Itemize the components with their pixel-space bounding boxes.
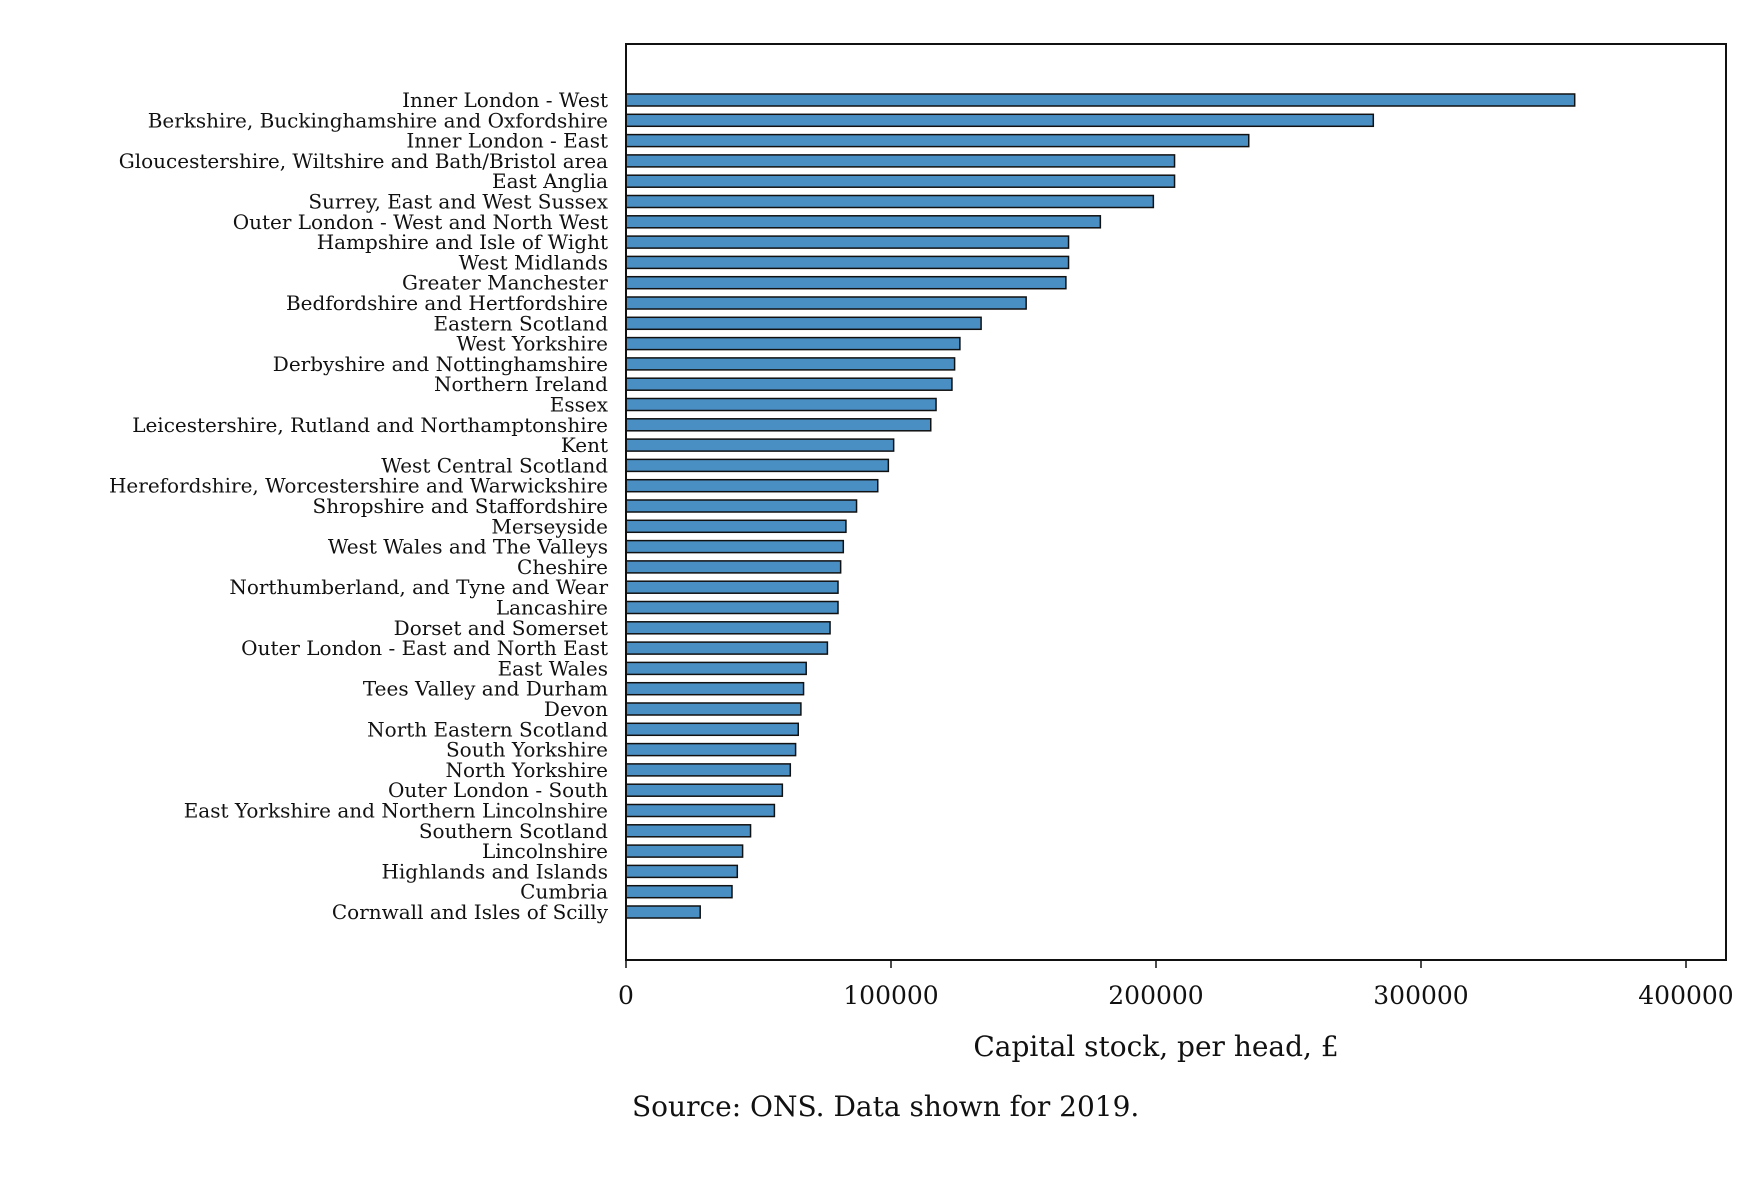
category-label: Bedfordshire and Hertfordshire <box>286 291 608 315</box>
category-label: Derbyshire and Nottinghamshire <box>273 352 608 376</box>
bar <box>625 824 752 838</box>
category-label: Inner London - East <box>406 129 608 153</box>
bar <box>625 215 1102 229</box>
bar <box>625 397 937 412</box>
category-label: East Yorkshire and Northern Lincolnshire <box>184 799 608 823</box>
category-label: Lincolnshire <box>482 839 608 863</box>
category-label: East Wales <box>498 656 608 680</box>
category-label: Kent <box>561 433 608 457</box>
bar <box>625 580 839 594</box>
bar <box>625 844 744 858</box>
bar <box>625 702 802 716</box>
category-label: Lancashire <box>496 596 608 620</box>
category-label: Eastern Scotland <box>434 311 609 335</box>
bar <box>625 884 733 899</box>
bar <box>625 763 792 777</box>
category-label: Cheshire <box>517 555 608 579</box>
bar <box>625 255 1070 270</box>
bar <box>625 154 1176 168</box>
bar <box>625 377 953 391</box>
category-label: Berkshire, Buckinghamshire and Oxfordshi… <box>148 108 608 132</box>
category-label: Herefordshire, Worcestershire and Warwic… <box>109 474 608 498</box>
category-label: Merseyside <box>491 514 608 538</box>
bar <box>625 742 797 757</box>
x-tick-label: 300000 <box>1373 981 1468 1010</box>
bar <box>625 418 932 432</box>
category-label: South Yorkshire <box>446 738 608 762</box>
bar <box>625 600 839 615</box>
category-label: Southern Scotland <box>419 819 608 843</box>
bar <box>625 296 1027 310</box>
bar <box>625 275 1067 290</box>
bar <box>625 499 858 513</box>
bar <box>625 357 956 371</box>
category-label: Outer London - West and North West <box>233 210 608 234</box>
bar <box>625 478 879 493</box>
x-axis-ticks: 0 100000 200000 300000 400000 <box>618 960 1734 1010</box>
category-label: West Wales and The Valleys <box>328 535 608 559</box>
category-label: Hampshire and Isle of Wight <box>317 230 608 254</box>
bar <box>625 133 1250 148</box>
x-tick-label: 200000 <box>1108 981 1203 1010</box>
bars-group <box>625 93 1576 919</box>
bar <box>625 539 845 554</box>
bar <box>625 905 701 919</box>
bar <box>625 661 807 676</box>
x-axis-title: Capital stock, per head, £ <box>973 1030 1338 1063</box>
bar <box>625 681 805 696</box>
category-label: West Yorkshire <box>456 332 608 356</box>
x-tick-label: 0 <box>618 981 634 1010</box>
category-label: Leicestershire, Rutland and Northamptons… <box>132 413 608 437</box>
category-label: Highlands and Islands <box>381 859 608 883</box>
category-label: West Midlands <box>459 250 608 274</box>
bar <box>625 519 847 534</box>
category-label: Outer London - East and North East <box>241 636 608 660</box>
category-label: Greater Manchester <box>402 271 608 295</box>
x-tick-label: 100000 <box>843 981 938 1010</box>
bar <box>625 864 739 879</box>
bar <box>625 722 799 737</box>
bar <box>625 194 1155 209</box>
category-label: Cornwall and Isles of Scilly <box>332 900 609 924</box>
category-label: Surrey, East and West Sussex <box>308 190 608 214</box>
category-label: North Eastern Scotland <box>367 717 608 741</box>
bar <box>625 113 1375 128</box>
bar <box>625 641 829 655</box>
category-label: Northumberland, and Tyne and Wear <box>229 575 608 599</box>
category-label: Essex <box>550 393 609 417</box>
bar <box>625 336 961 351</box>
category-label: Cumbria <box>520 880 608 904</box>
category-label: Gloucestershire, Wiltshire and Bath/Bris… <box>119 149 608 173</box>
category-label: North Yorkshire <box>446 758 609 782</box>
bar <box>625 621 831 635</box>
category-label: Tees Valley and Durham <box>363 677 608 701</box>
bar <box>625 560 842 574</box>
source-note: Source: ONS. Data shown for 2019. <box>632 1090 1140 1123</box>
bar <box>625 783 784 797</box>
category-label: West Central Scotland <box>381 453 608 477</box>
plot-frame <box>625 43 1727 961</box>
category-label: Northern Ireland <box>434 372 608 396</box>
category-label: Outer London - South <box>388 778 608 802</box>
bar <box>625 458 890 473</box>
category-label: Shropshire and Staffordshire <box>313 494 608 518</box>
bar <box>625 803 776 818</box>
bar <box>625 235 1070 249</box>
x-tick-label: 400000 <box>1638 981 1733 1010</box>
bar <box>625 316 982 331</box>
category-label: East Anglia <box>492 169 608 193</box>
bar <box>625 93 1576 107</box>
category-label: Inner London - West <box>402 88 608 112</box>
category-label: Dorset and Somerset <box>394 616 608 640</box>
category-label: Devon <box>544 697 608 721</box>
bar <box>625 438 895 452</box>
bar <box>625 174 1176 188</box>
